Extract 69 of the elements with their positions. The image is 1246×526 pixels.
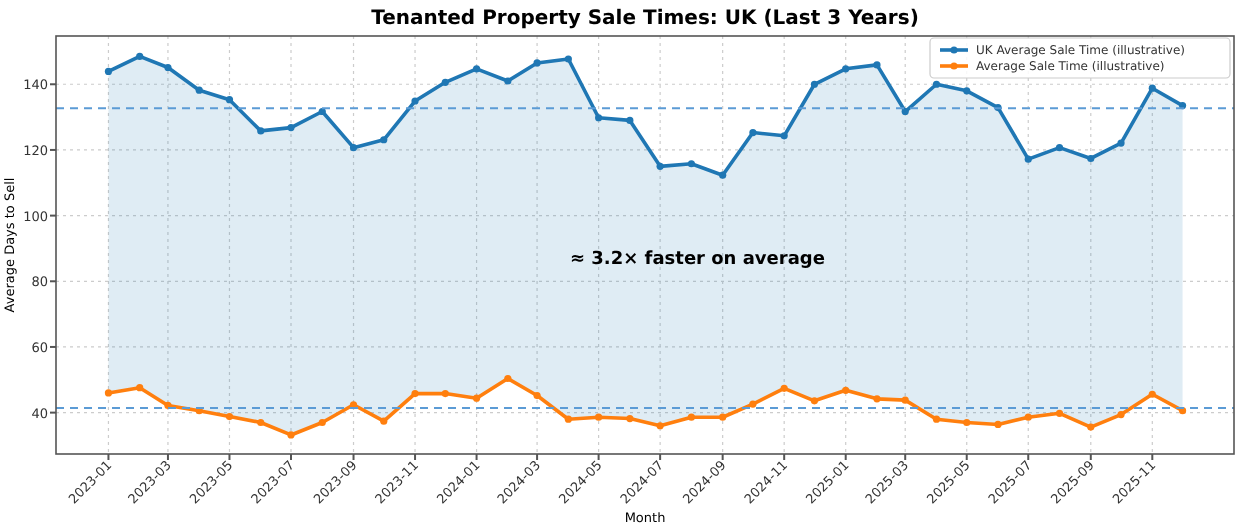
point xyxy=(287,431,295,439)
point xyxy=(164,63,172,72)
point xyxy=(533,59,541,67)
point xyxy=(1055,144,1064,152)
point xyxy=(504,374,512,383)
point xyxy=(257,418,265,427)
point xyxy=(318,107,326,116)
point xyxy=(349,144,358,152)
point xyxy=(104,389,113,397)
annotation: ≈ 3.2× faster on average xyxy=(570,250,825,270)
point xyxy=(564,415,572,423)
point xyxy=(1024,413,1032,421)
point xyxy=(564,55,572,63)
point xyxy=(626,414,634,423)
point xyxy=(873,61,881,69)
point xyxy=(842,386,850,394)
point xyxy=(411,97,419,105)
point xyxy=(472,394,481,402)
point xyxy=(901,107,909,116)
point xyxy=(719,171,727,179)
point xyxy=(195,86,203,94)
point xyxy=(810,397,819,405)
point xyxy=(595,114,603,122)
point xyxy=(441,78,449,86)
point xyxy=(1087,423,1095,431)
point xyxy=(626,116,634,124)
point xyxy=(318,418,326,427)
point xyxy=(1024,155,1032,163)
point xyxy=(656,422,664,430)
point xyxy=(411,389,419,398)
point xyxy=(380,136,388,144)
point xyxy=(656,162,664,170)
point xyxy=(1148,390,1156,398)
point xyxy=(1055,409,1064,417)
point xyxy=(932,80,941,88)
point xyxy=(1117,139,1125,147)
point xyxy=(1148,84,1156,92)
point xyxy=(687,413,695,421)
point xyxy=(104,67,113,76)
point xyxy=(963,87,971,95)
point xyxy=(380,417,388,425)
point xyxy=(136,384,144,392)
point xyxy=(164,401,172,409)
point xyxy=(749,400,757,408)
point xyxy=(225,412,234,421)
point xyxy=(994,420,1002,429)
point xyxy=(780,132,788,140)
point xyxy=(1087,154,1095,163)
point xyxy=(901,396,909,404)
point xyxy=(963,418,971,427)
point xyxy=(687,160,695,168)
point xyxy=(1117,411,1125,419)
point xyxy=(504,77,512,85)
point xyxy=(873,395,881,403)
point xyxy=(287,124,295,132)
point xyxy=(533,391,541,400)
chart-title: Tenanted Property Sale Times: UK (Last 3 Years) xyxy=(371,8,919,30)
point xyxy=(719,413,727,421)
point xyxy=(225,96,234,104)
point xyxy=(810,80,819,88)
point xyxy=(595,413,603,421)
point xyxy=(472,65,481,73)
point xyxy=(441,389,449,398)
point xyxy=(257,127,265,135)
point xyxy=(932,415,941,423)
point xyxy=(136,52,144,60)
point xyxy=(780,384,788,392)
point xyxy=(842,65,850,73)
point xyxy=(749,128,757,137)
